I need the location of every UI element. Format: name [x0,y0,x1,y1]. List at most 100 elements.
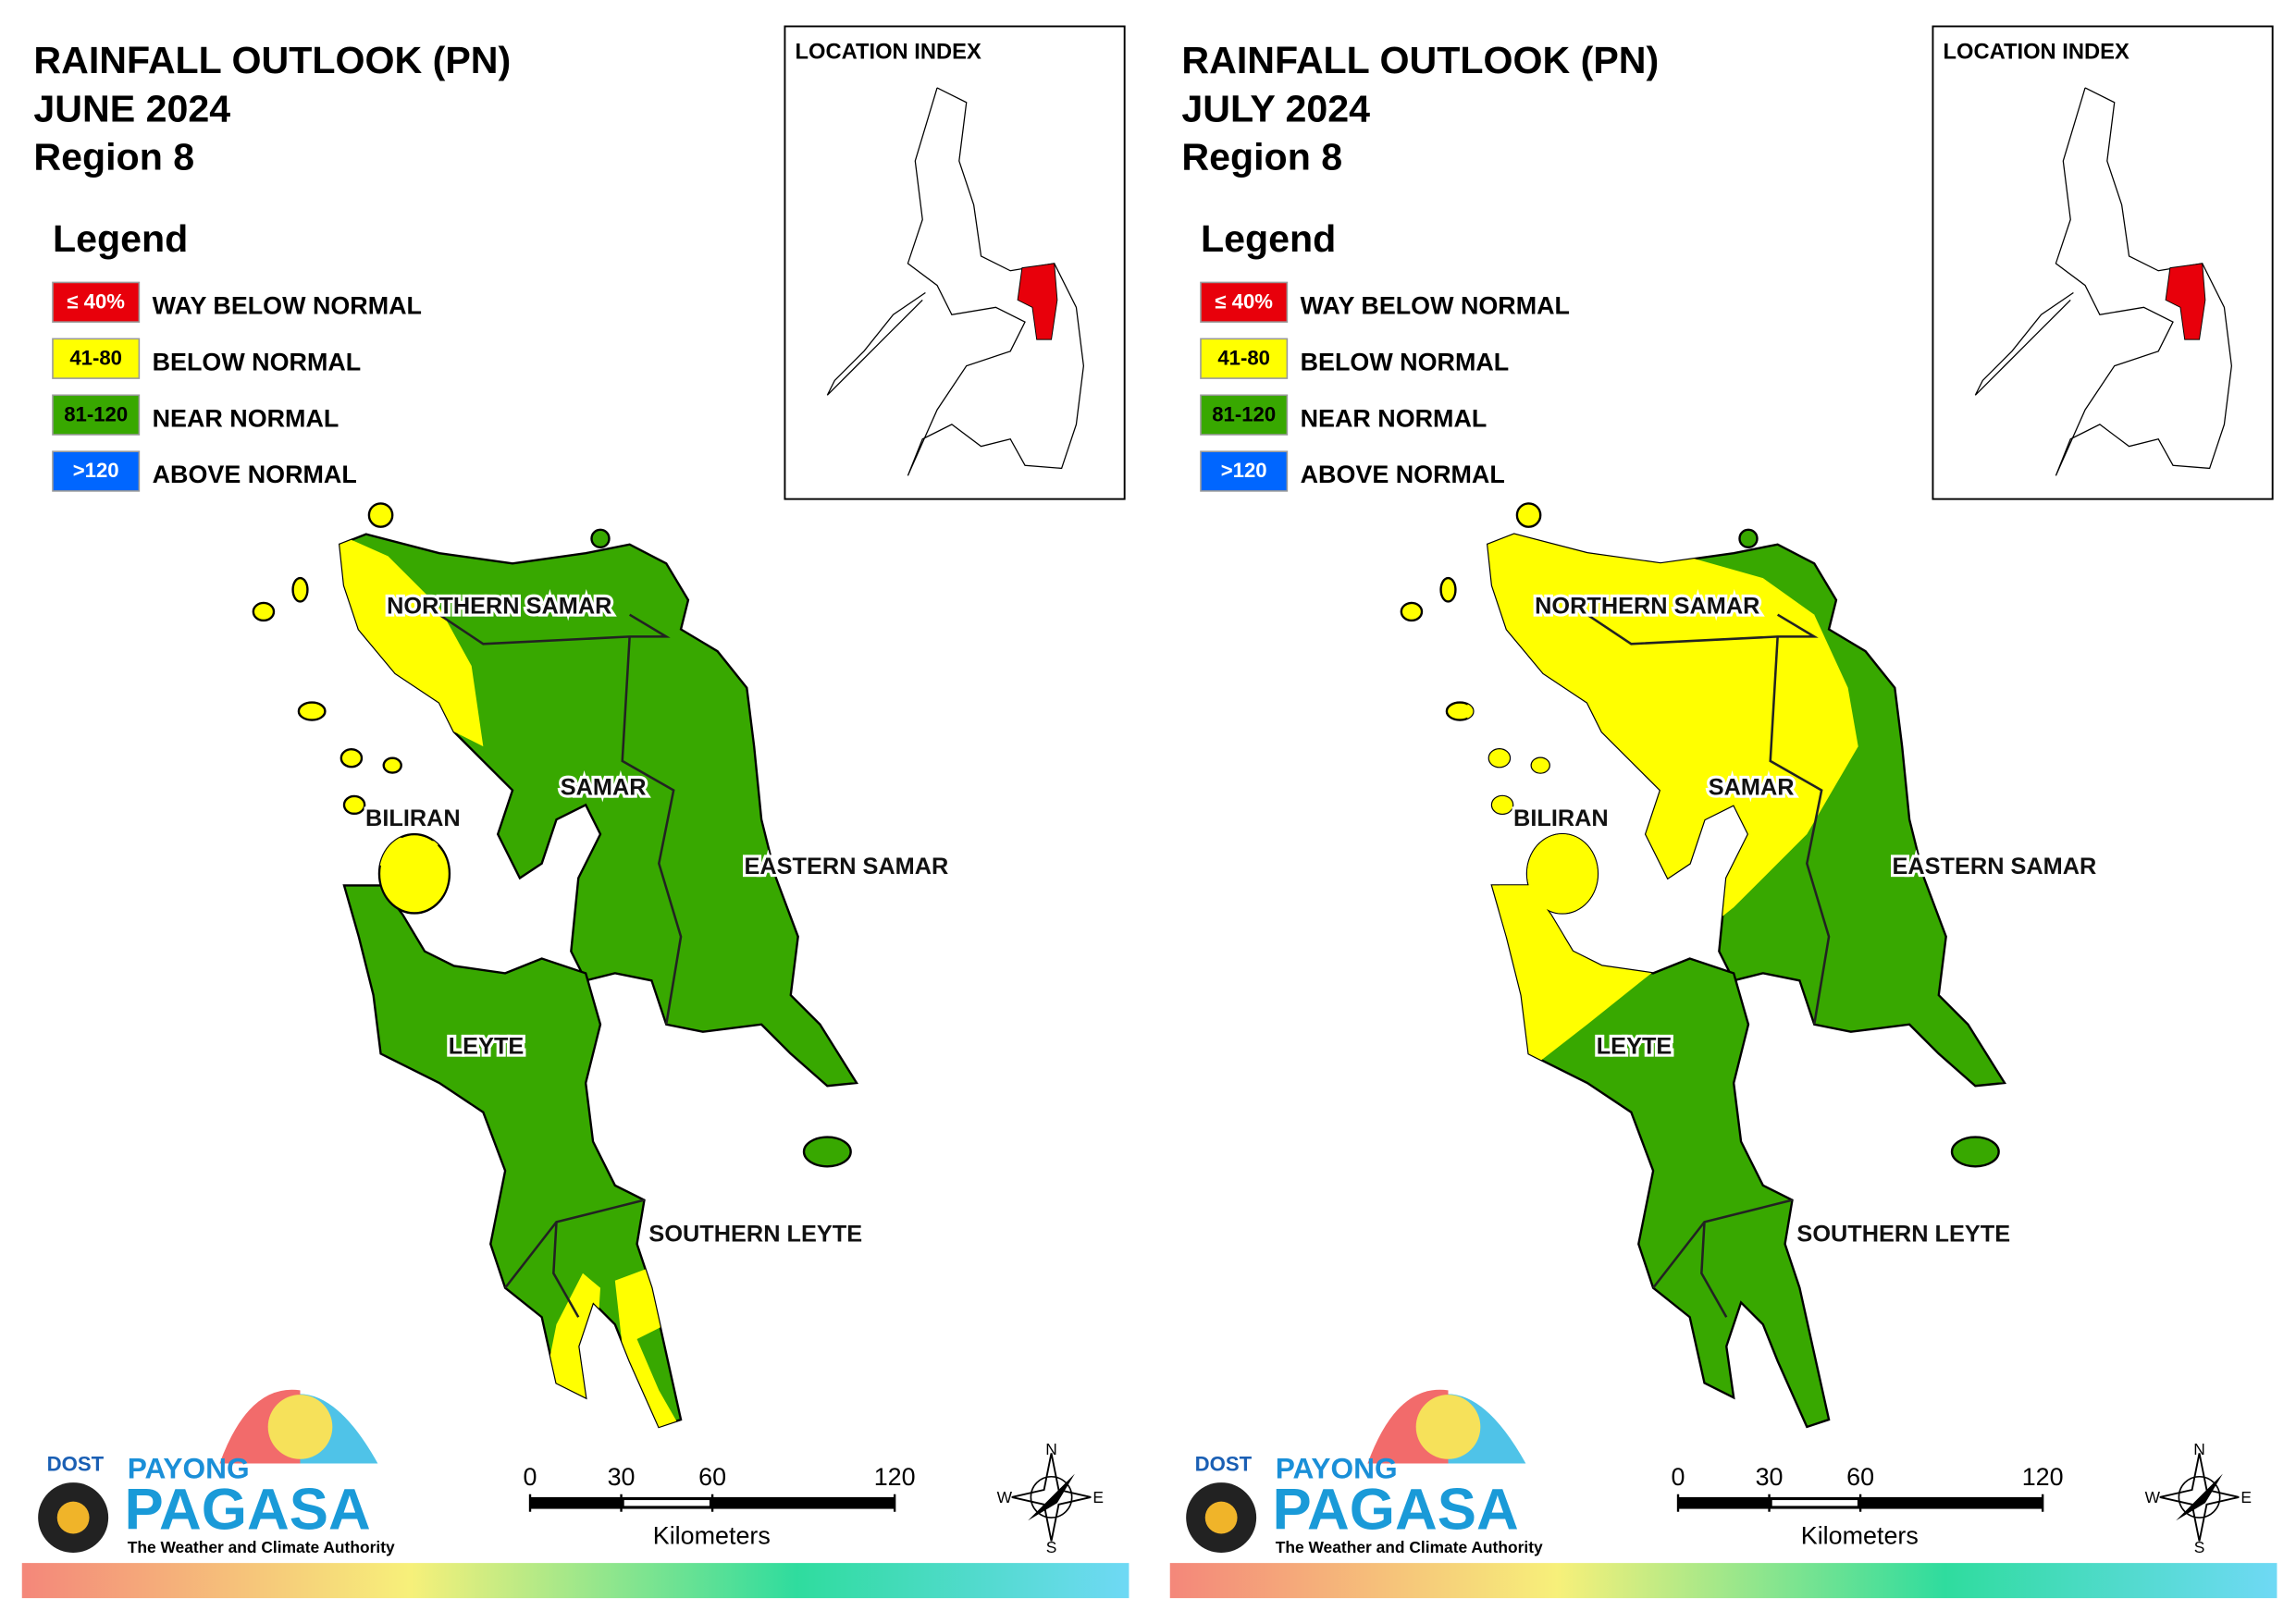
province-label: LEYTE [449,1034,525,1060]
legend-label: WAY BELOW NORMAL [1301,291,1570,319]
legend-label: ABOVE NORMAL [1301,461,1505,488]
below-normal-zone [322,526,484,747]
legend-label: WAY BELOW NORMAL [153,291,422,319]
compass-letter: W [2145,1488,2161,1506]
legend-title: Legend [53,217,188,260]
legend-range: >120 [73,459,119,482]
islet [297,701,327,721]
scale-tick-label: 0 [524,1463,537,1491]
below-normal-zone [1463,526,1858,1076]
scale-tick-label: 60 [698,1463,726,1491]
title-line: RAINFALL OUTLOOK (PN) [33,39,511,81]
province-label: BILIRAN [365,805,461,831]
philippines-outline [2055,87,2232,476]
region-8-highlight [1017,263,1058,340]
legend-range: 41-80 [1217,346,1270,369]
compass-letter: N [1045,1440,1057,1458]
title-line: JUNE 2024 [33,87,230,129]
islet [1950,1136,2000,1168]
province-boundary [1769,636,1831,1025]
province-label: BILIRAN [1513,805,1609,831]
legend-title: Legend [1201,217,1336,260]
compass-letter: E [1092,1488,1104,1506]
scale-unit: Kilometers [653,1522,771,1550]
legend-swatch [52,338,141,379]
province-boundary [621,636,683,1025]
islet [367,502,394,528]
logo-pagasa: PAGASA [1273,1478,1519,1543]
compass-letter: S [1046,1538,1057,1556]
islet [382,756,402,774]
legend-swatch [1200,281,1289,323]
islet [1738,528,1759,549]
legend-range: ≤ 40% [1215,289,1273,313]
province-label: SOUTHERN LEYTE [648,1221,862,1247]
compass-ring [1030,1475,1073,1518]
legend-swatch [52,450,141,492]
islet [590,528,611,549]
legend-range: 81-120 [1212,402,1276,425]
panel: RAINFALL OUTLOOK (PN) JULY 2024 Region 8 Le… [1169,25,2277,1599]
title-line: RAINFALL OUTLOOK (PN) [1181,39,1659,81]
legend-label: NEAR NORMAL [1301,404,1487,432]
logo-pagasa: PAGASA [125,1478,371,1543]
province-label: EASTERN SAMAR [745,854,949,879]
legend-swatch [52,394,141,436]
palawan-outline [1974,291,2074,396]
scale-tick-label: 120 [874,1463,916,1491]
province-label: NORTHERN SAMAR [1535,593,1759,619]
logo-seal-inner [1204,1501,1238,1534]
location-index-title: LOCATION INDEX [796,40,981,64]
title-line: Region 8 [1181,136,1342,178]
panel: RAINFALL OUTLOOK (PN) JUNE 2024 Region 8 Le… [21,25,1129,1599]
legend-range: 41-80 [69,346,122,369]
logo-face [1415,1395,1481,1459]
province-label: SAMAR [561,775,647,801]
logo-tagline: The Weather and Climate Authority [128,1538,395,1556]
compass-letter: E [2240,1488,2252,1506]
compass-ring [2178,1475,2221,1518]
region-8-highlight [2165,263,2206,340]
province-label: SOUTHERN LEYTE [1796,1221,2010,1247]
islet [252,601,276,622]
title-line: JULY 2024 [1181,87,1370,129]
province-label: NORTHERN SAMAR [387,593,611,619]
logo-seal-inner [56,1501,90,1534]
legend-label: ABOVE NORMAL [153,461,357,488]
legend-range: ≤ 40% [67,289,125,313]
islet [802,1136,852,1168]
scale-tick-label: 120 [2022,1463,2064,1491]
scale-segment [1771,1500,1858,1506]
legend-label: NEAR NORMAL [153,404,339,432]
footer-gradient [21,1563,1129,1599]
below-normal-zone [1499,819,1617,937]
legend-swatch [52,281,141,323]
logo-payong: PAYONG [128,1451,250,1484]
legend-label: BELOW NORMAL [1301,348,1510,375]
land [252,502,859,1429]
scale-tick-label: 0 [1672,1463,1685,1491]
province-boundary [1652,1199,1793,1289]
scale-tick-label: 60 [1846,1463,1874,1491]
legend-label: BELOW NORMAL [153,348,362,375]
compass-letter: S [2194,1538,2205,1556]
scale-unit: Kilometers [1801,1522,1919,1550]
logo-tagline: The Weather and Climate Authority [1276,1538,1543,1556]
logo-dost: DOST [47,1452,105,1475]
province-label: LEYTE [1597,1034,1673,1060]
location-index-title: LOCATION INDEX [1944,40,2129,64]
province-boundary [552,1222,580,1318]
islet [291,576,309,603]
scale-tick-label: 30 [608,1463,636,1491]
philippines-outline [907,87,1084,476]
legend-swatch [1200,338,1289,379]
legend-range: 81-120 [64,402,128,425]
province-boundary [1700,1222,1728,1318]
scale-segment [623,1500,710,1506]
footer-gradient [1169,1563,2277,1599]
province-boundary [504,1199,645,1289]
scale-tick-label: 30 [1756,1463,1784,1491]
islet [342,794,366,816]
logo-payong: PAYONG [1276,1451,1398,1484]
